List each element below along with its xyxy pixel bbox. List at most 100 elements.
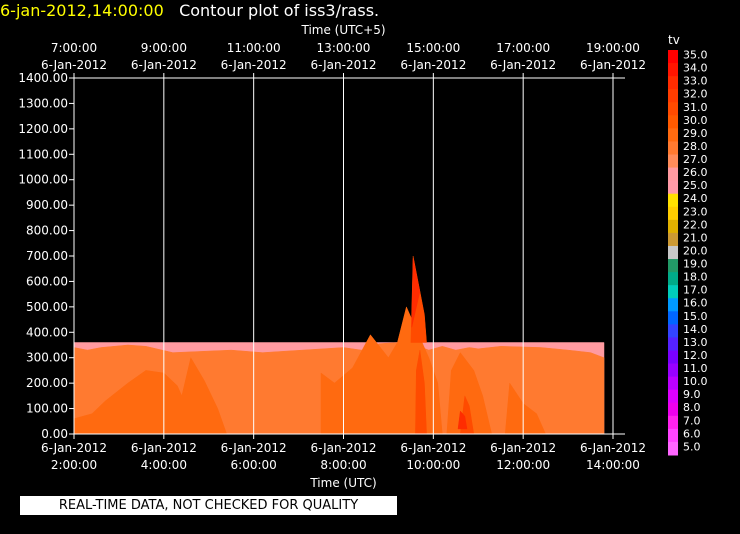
colorbar-level-label: 31.0 <box>683 101 708 114</box>
y-tick-label: 900.00 <box>26 198 68 212</box>
colorbar-swatch <box>668 102 678 116</box>
quality-notice: REAL-TIME DATA, NOT CHECKED FOR QUALITY <box>20 496 397 515</box>
colorbar-level-label: 28.0 <box>683 140 708 153</box>
contour-region-33.0 <box>457 410 468 430</box>
colorbar-level-label: 8.0 <box>683 401 701 414</box>
colorbar-level-label: 5.0 <box>683 440 701 453</box>
colorbar-swatch <box>668 363 678 378</box>
colorbar-swatch <box>668 219 678 234</box>
colorbar-level-label: 33.0 <box>683 75 708 88</box>
bottom-tick-time: 8:00:00 <box>320 458 366 472</box>
colorbar-level-label: 7.0 <box>683 414 701 427</box>
y-tick-label: 700.00 <box>26 249 68 263</box>
bottom-tick-time: 4:00:00 <box>141 458 187 472</box>
top-tick-date: 6-Jan-2012 <box>131 58 197 72</box>
y-tick-label: 1100.00 <box>18 147 68 161</box>
colorbar-swatch <box>668 350 678 365</box>
colorbar-swatch <box>668 389 678 404</box>
colorbar-swatch <box>668 63 678 77</box>
bottom-tick-time: 6:00:00 <box>231 458 277 472</box>
colorbar: tv35.034.033.032.031.030.029.028.027.026… <box>668 33 708 456</box>
bottom-tick-date: 6-Jan-2012 <box>400 441 466 455</box>
colorbar-level-label: 10.0 <box>683 375 708 388</box>
y-tick-label: 300.00 <box>26 351 68 365</box>
colorbar-swatch <box>668 311 678 325</box>
colorbar-level-label: 11.0 <box>683 362 708 375</box>
top-tick-date: 6-Jan-2012 <box>400 58 466 72</box>
top-tick-time: 11:00:00 <box>227 41 281 55</box>
colorbar-level-label: 32.0 <box>683 88 708 101</box>
top-tick-time: 13:00:00 <box>317 41 371 55</box>
colorbar-swatch <box>668 76 678 90</box>
y-tick-label: 1300.00 <box>18 96 68 110</box>
bottom-tick-date: 6-Jan-2012 <box>221 441 287 455</box>
colorbar-level-label: 13.0 <box>683 336 708 349</box>
timestamp: 6-jan-2012,14:00:00 <box>0 1 164 20</box>
colorbar-swatch <box>668 167 678 182</box>
colorbar-level-label: 9.0 <box>683 388 701 401</box>
axes: 0.00 100.00 200.00 300.00 400.00 500.00 600.00… <box>18 23 646 490</box>
colorbar-level-label: 15.0 <box>683 310 708 323</box>
colorbar-level-label: 20.0 <box>683 244 708 257</box>
colorbar-swatch <box>668 415 678 430</box>
colorbar-level-label: 16.0 <box>683 297 708 310</box>
colorbar-level-label: 25.0 <box>683 179 708 192</box>
y-tick-label: 600.00 <box>26 274 68 288</box>
colorbar-swatch <box>668 232 678 247</box>
colorbar-swatch <box>668 50 678 64</box>
colorbar-swatch <box>668 402 678 417</box>
colorbar-level-label: 14.0 <box>683 323 708 336</box>
contour-region-29.0 <box>73 357 228 435</box>
colorbar-level-label: 19.0 <box>683 258 708 271</box>
chart-title: Contour plot of iss3/rass. <box>179 1 380 20</box>
bottom-tick-date: 6-Jan-2012 <box>41 441 107 455</box>
colorbar-level-label: 24.0 <box>683 192 708 205</box>
colorbar-swatch <box>668 206 678 221</box>
colorbar-level-label: 21.0 <box>683 231 708 244</box>
colorbar-swatch <box>668 245 678 260</box>
y-tick-label: 1400.00 <box>18 71 68 85</box>
y-tick-label: 1000.00 <box>18 173 68 187</box>
bottom-tick-date: 6-Jan-2012 <box>311 441 377 455</box>
top-tick-time: 9:00:00 <box>141 41 187 55</box>
colorbar-swatch <box>668 337 678 351</box>
contour-fields <box>73 255 605 435</box>
colorbar-level-label: 17.0 <box>683 284 708 297</box>
colorbar-swatch <box>668 154 678 169</box>
colorbar-swatch <box>668 428 678 443</box>
colorbar-level-label: 6.0 <box>683 427 701 440</box>
x-axis-title: Time (UTC) <box>309 476 376 490</box>
colorbar-swatch <box>668 285 678 299</box>
top-tick-date: 6-Jan-2012 <box>41 58 107 72</box>
y-tick-label: 100.00 <box>26 402 68 416</box>
colorbar-level-label: 34.0 <box>683 62 708 75</box>
colorbar-swatch <box>668 272 678 286</box>
bottom-tick-time: 12:00:00 <box>496 458 550 472</box>
colorbar-swatch <box>668 141 678 156</box>
top-tick-time: 19:00:00 <box>586 41 640 55</box>
bottom-tick-date: 6-Jan-2012 <box>580 441 646 455</box>
bottom-tick-date: 6-Jan-2012 <box>131 441 197 455</box>
colorbar-level-label: 26.0 <box>683 166 708 179</box>
bottom-tick-time: 14:00:00 <box>586 458 640 472</box>
y-tick-label: 800.00 <box>26 224 68 238</box>
colorbar-swatch <box>668 115 678 129</box>
contour-region-33.0 <box>411 258 421 328</box>
bottom-tick-time: 2:00:00 <box>51 458 97 472</box>
top-tick-date: 6-Jan-2012 <box>311 58 377 72</box>
y-tick-label: 500.00 <box>26 300 68 314</box>
y-tick-label: 400.00 <box>26 325 68 339</box>
bottom-tick-time: 10:00:00 <box>406 458 460 472</box>
colorbar-swatch <box>668 128 678 142</box>
colorbar-level-label: 27.0 <box>683 153 708 166</box>
colorbar-level-label: 30.0 <box>683 114 708 127</box>
y-tick-label: 0.00 <box>41 427 68 441</box>
grid-lines <box>163 78 524 434</box>
bottom-tick-date: 6-Jan-2012 <box>490 441 556 455</box>
colorbar-level-label: 35.0 <box>683 49 708 62</box>
top-tick-time: 7:00:00 <box>51 41 97 55</box>
colorbar-swatch <box>668 259 678 273</box>
y-tick-label: 1200.00 <box>18 122 68 136</box>
colorbar-swatch <box>668 441 678 456</box>
